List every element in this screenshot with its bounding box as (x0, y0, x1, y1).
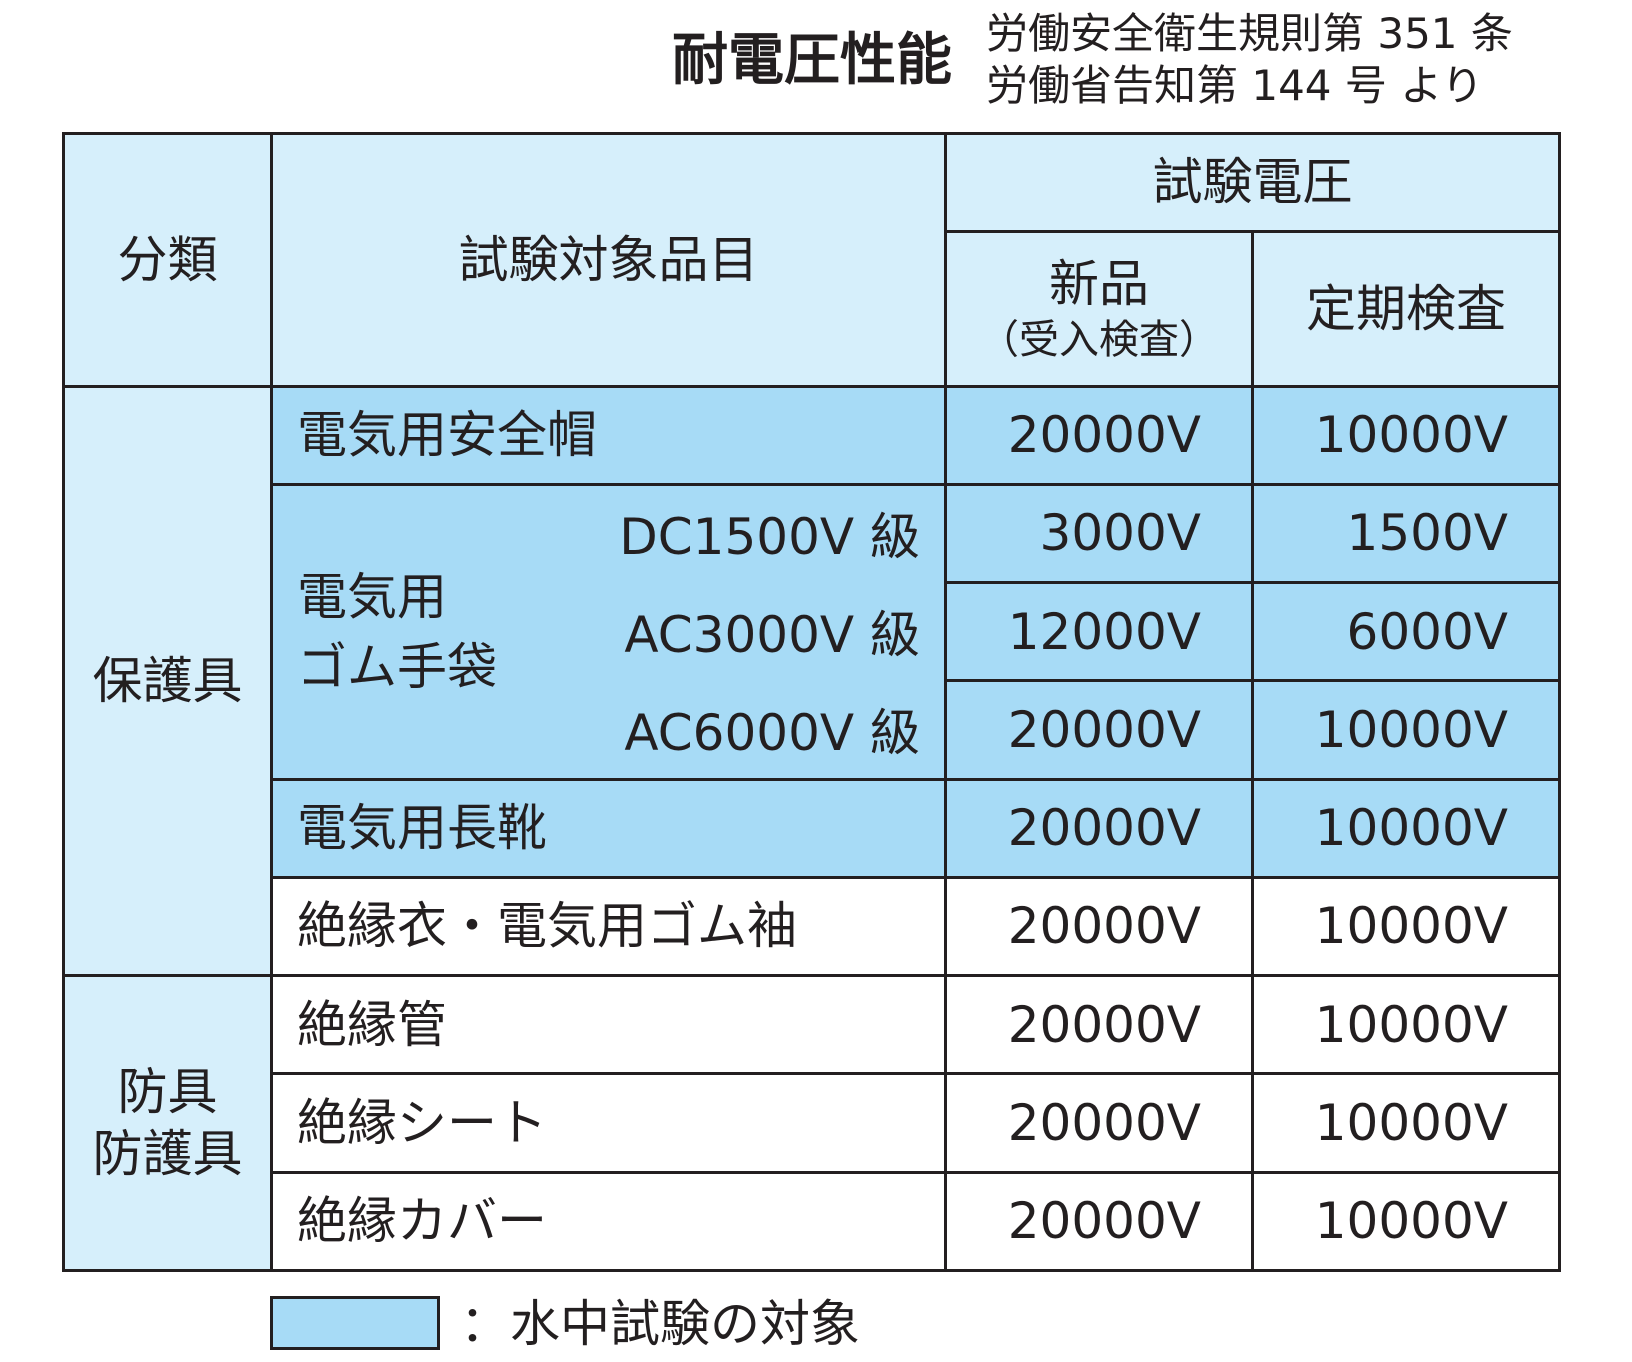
category-guard-line2: 防護具 (92, 1125, 243, 1184)
source-note: 労働安全衛生規則第 351 条 労働省告知第 144 号 より (986, 8, 1513, 112)
item-sheet: 絶縁シート (270, 1072, 947, 1174)
new-glove-dc1500: 3000V (944, 482, 1254, 585)
item-sleeves: 絶縁衣・電気用ゴム袖 (270, 875, 947, 978)
header-item: 試験対象品目 (270, 132, 947, 388)
glove-grade-ac6000: AC6000V 級 (624, 703, 920, 762)
category-guard: 防具 防護具 (62, 974, 273, 1272)
item-boots: 電気用長靴 (270, 777, 947, 879)
glove-grade-ac3000: AC3000V 級 (624, 605, 920, 664)
periodic-sleeves: 10000V (1251, 875, 1561, 978)
category-guard-line1: 防具 (117, 1062, 218, 1121)
item-tube: 絶縁管 (270, 974, 947, 1076)
new-helmet: 20000V (944, 384, 1254, 486)
gloves-label: 電気用 ゴム手袋 (297, 562, 497, 702)
gloves-label-line2: ゴム手袋 (297, 637, 497, 696)
new-sheet: 20000V (944, 1072, 1254, 1174)
periodic-boots: 10000V (1251, 777, 1561, 879)
periodic-glove-ac6000: 10000V (1251, 679, 1561, 781)
periodic-cover: 10000V (1251, 1170, 1561, 1273)
item-gloves: 電気用 ゴム手袋 DC1500V 級 AC3000V 級 AC6000V 級 (270, 482, 947, 781)
legend-swatch (270, 1296, 440, 1350)
new-boots: 20000V (944, 777, 1254, 879)
new-cover: 20000V (944, 1170, 1254, 1273)
header-voltage: 試験電圧 (944, 131, 1561, 234)
header-new-label: 新品 (1049, 254, 1149, 313)
voltage-table: 分類 試験対象品目 試験電圧 新品 （受入検査） 定期検査 保護具 電気用安全帽… (62, 131, 1561, 1273)
new-tube: 20000V (944, 974, 1254, 1076)
periodic-tube: 10000V (1251, 974, 1561, 1076)
periodic-sheet: 10000V (1251, 1072, 1561, 1174)
periodic-glove-ac3000: 6000V (1251, 581, 1561, 683)
header-new: 新品 （受入検査） (944, 230, 1254, 388)
new-glove-ac6000: 20000V (944, 679, 1254, 781)
item-helmet: 電気用安全帽 (270, 384, 947, 486)
legend-text: ：水中試験の対象 (460, 1295, 860, 1353)
new-glove-ac3000: 12000V (944, 581, 1254, 683)
category-protective: 保護具 (62, 384, 273, 978)
glove-grade-dc1500: DC1500V 級 (619, 507, 920, 566)
header-periodic: 定期検査 (1251, 230, 1561, 388)
header-category: 分類 (62, 132, 273, 388)
periodic-glove-dc1500: 1500V (1251, 482, 1561, 585)
new-sleeves: 20000V (944, 875, 1254, 978)
item-cover: 絶縁カバー (270, 1170, 947, 1273)
header-new-sub: （受入検査） (979, 317, 1219, 364)
periodic-helmet: 10000V (1251, 384, 1561, 486)
source-line-1: 労働安全衛生規則第 351 条 (986, 9, 1513, 58)
page-title: 耐電圧性能 (672, 28, 952, 93)
source-line-2: 労働省告知第 144 号 より (986, 61, 1484, 110)
gloves-label-line1: 電気用 (297, 567, 447, 626)
